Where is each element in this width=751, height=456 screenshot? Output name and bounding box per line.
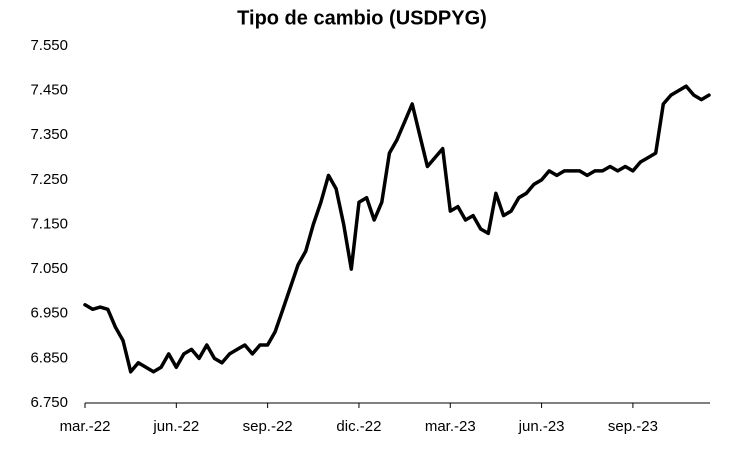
x-tick-label: jun.-23 bbox=[518, 418, 565, 435]
y-tick-label: 6.750 bbox=[30, 394, 68, 411]
y-tick-label: 7.050 bbox=[30, 260, 68, 277]
x-tick-label: sep.-23 bbox=[608, 418, 658, 435]
x-tick-label: sep.-22 bbox=[243, 418, 293, 435]
chart-title: Tipo de cambio (USDPYG) bbox=[237, 7, 487, 29]
x-tick-label: mar.-22 bbox=[60, 418, 111, 435]
y-tick-label: 6.950 bbox=[30, 305, 68, 322]
y-tick-label: 7.150 bbox=[30, 215, 68, 232]
y-tick-label: 7.350 bbox=[30, 126, 68, 143]
x-tick-label: jun.-22 bbox=[152, 418, 199, 435]
y-tick-label: 7.450 bbox=[30, 82, 68, 99]
y-tick-label: 6.850 bbox=[30, 349, 68, 366]
y-tick-label: 7.250 bbox=[30, 171, 68, 188]
line bbox=[83, 84, 711, 374]
y-tick-label: 7.550 bbox=[30, 37, 68, 54]
x-tick-label: dic.-22 bbox=[336, 418, 381, 435]
x-tick-label: mar.-23 bbox=[425, 418, 476, 435]
